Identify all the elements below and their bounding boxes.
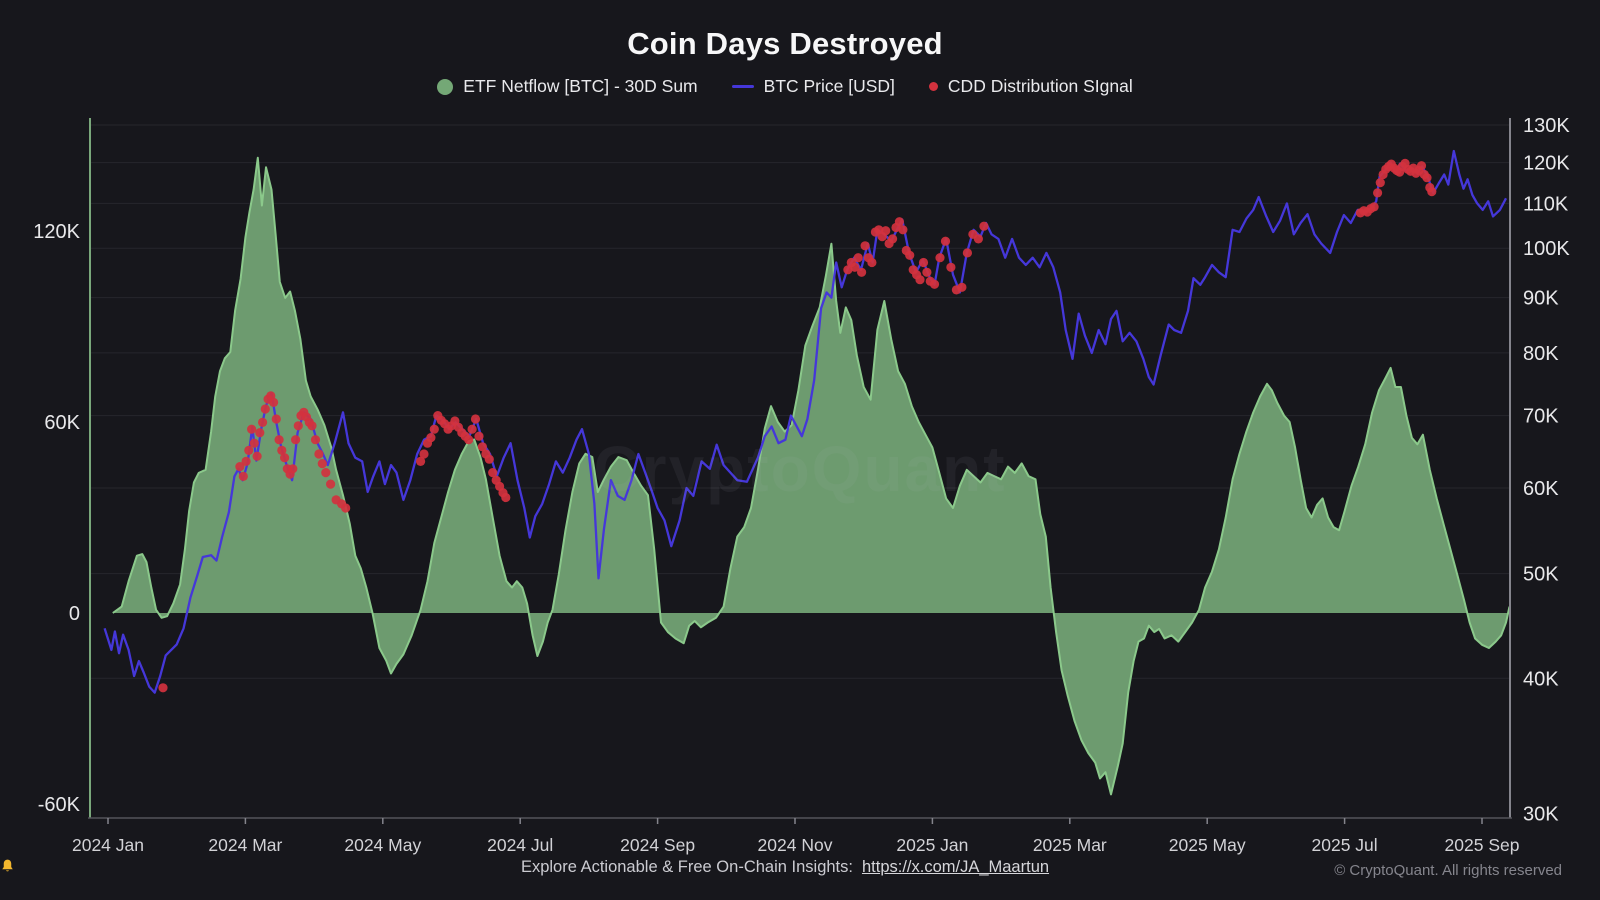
footer-promo: Explore Actionable & Free On-Chain Insig…: [0, 858, 1570, 877]
x-axis-tick-label: 2024 Nov: [758, 835, 833, 855]
x-axis-tick-label: 2024 Sep: [620, 835, 695, 855]
legend-label: CDD Distribution SIgnal: [947, 76, 1133, 96]
right-axis-tick-label: 110K: [1523, 193, 1569, 215]
etf-netflow-marker-icon: [437, 78, 454, 95]
chart-legend: ETF Netflow [BTC] - 30D Sum BTC Price [U…: [0, 76, 1570, 97]
x-axis-tick-label: 2025 Mar: [1033, 835, 1107, 855]
right-axis-tick-label: 90K: [1523, 288, 1559, 310]
legend-label: ETF Netflow [BTC] - 30D Sum: [463, 76, 698, 96]
right-axis-tick-label: 130K: [1523, 115, 1570, 137]
etf-netflow-area: [112, 156, 1511, 796]
axes: [88, 118, 1512, 819]
legend-label: BTC Price [USD]: [763, 76, 895, 96]
x-axis-tick-label: 2024 Jan: [72, 835, 144, 855]
btc-price-marker-icon: [731, 85, 754, 88]
left-axis-labels: 120K 60K 0 -60K: [33, 221, 80, 816]
footer-link[interactable]: https://x.com/JA_Maartun: [861, 858, 1050, 876]
x-axis-tick-label: 2024 Jul: [487, 835, 553, 855]
footer-text: Explore Actionable & Free On-Chain Insig…: [520, 858, 853, 876]
x-axis-tick-label: 2025 May: [1169, 835, 1246, 855]
right-axis-tick-label: 40K: [1523, 668, 1559, 690]
x-axis-labels: 2024 Jan 2024 Mar 2024 May 2024 Jul 2024 Sep…: [72, 818, 1519, 855]
left-axis-tick-label: 120K: [33, 221, 80, 243]
right-axis-tick-label: 30K: [1523, 803, 1559, 825]
left-axis-tick-label: 0: [69, 603, 80, 625]
right-axis-tick-label: 120K: [1523, 153, 1570, 175]
right-axis-tick-label: 50K: [1523, 564, 1559, 586]
x-axis-tick-label: 2025 Sep: [1445, 835, 1520, 855]
cdd-signal-dots: [158, 158, 1437, 693]
x-axis-tick-label: 2025 Jan: [896, 835, 968, 855]
right-axis-tick-label: 60K: [1523, 478, 1559, 500]
right-axis-tick-label: 100K: [1523, 238, 1570, 260]
legend-item-etf-netflow[interactable]: ETF Netflow [BTC] - 30D Sum: [437, 76, 698, 97]
bell-icon: [2, 859, 13, 872]
chart-title: Coin Days Destroyed: [627, 26, 943, 61]
copyright-notice: © CryptoQuant. All rights reserved: [1334, 862, 1562, 879]
cdd-signal-marker-icon: [928, 82, 938, 91]
left-axis-tick-label: -60K: [38, 794, 81, 816]
legend-item-cdd-signal[interactable]: CDD Distribution SIgnal: [928, 76, 1133, 97]
right-axis-labels: 130K 120K 110K 100K 90K 80K 70K 60K 50K 40K 30K: [1523, 115, 1570, 825]
x-axis-tick-label: 2025 Jul: [1312, 835, 1378, 855]
x-axis-tick-label: 2024 May: [344, 835, 421, 855]
legend-item-btc-price[interactable]: BTC Price [USD]: [731, 76, 895, 97]
right-axis-tick-label: 70K: [1523, 406, 1559, 428]
left-axis-tick-label: 60K: [44, 412, 80, 434]
x-axis-tick-label: 2024 Mar: [208, 835, 282, 855]
right-axis-tick-label: 80K: [1523, 343, 1559, 365]
